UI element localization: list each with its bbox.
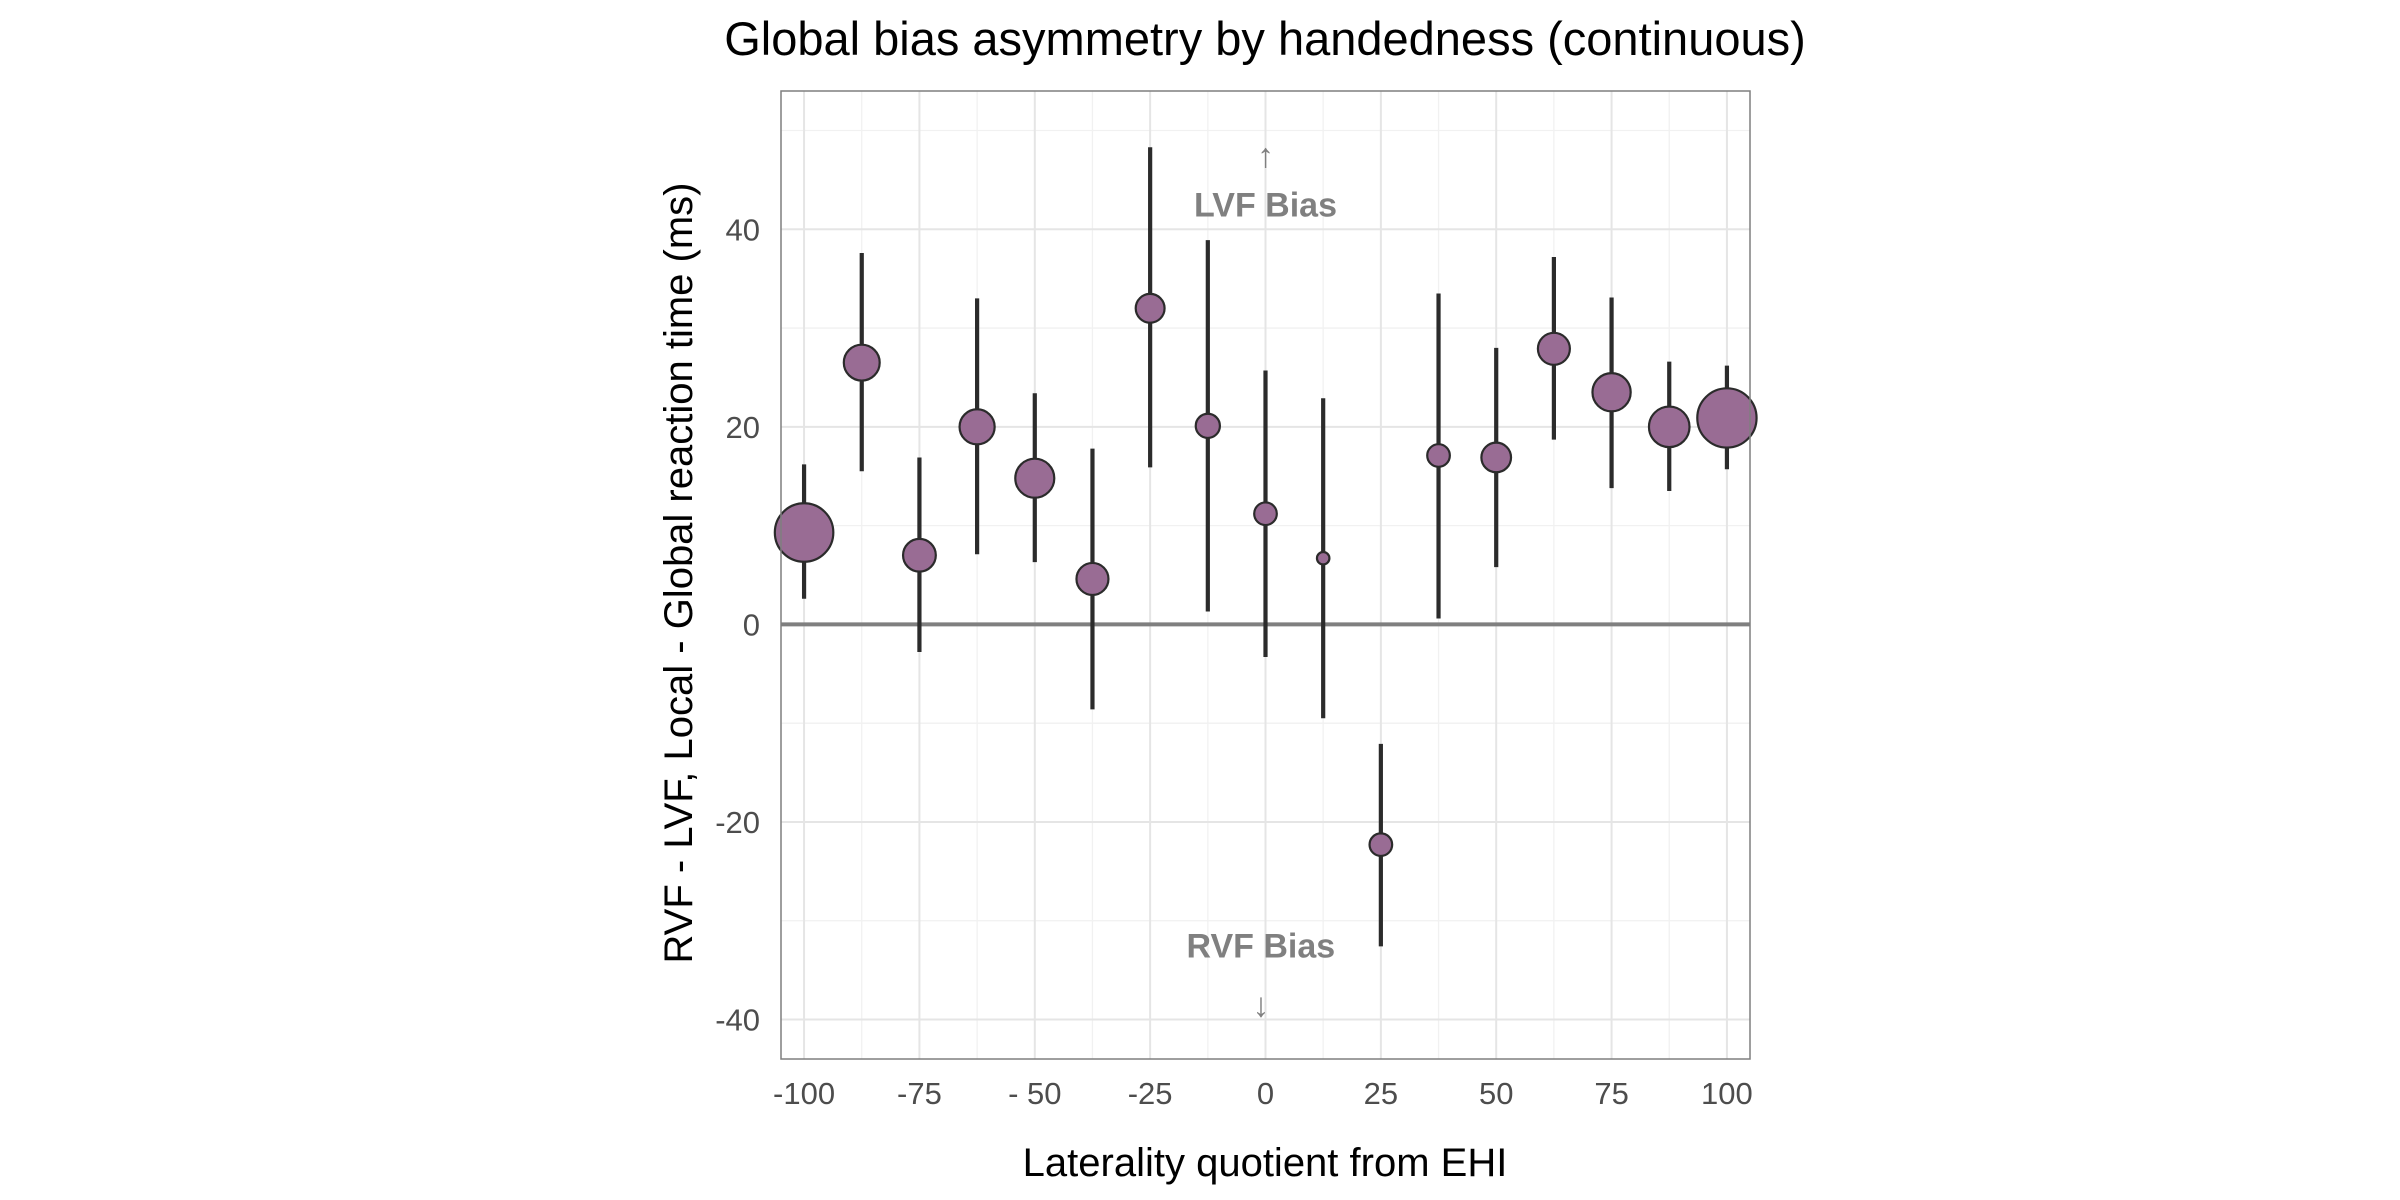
annotation-arrow: ↑ [1257,137,1274,175]
data-point [1368,832,1394,858]
data-point [958,408,996,446]
data-point [1134,292,1166,324]
x-tick-label: -25 [1128,1076,1173,1111]
y-axis-tick-labels: -40 -20 0 20 40 [715,212,760,1037]
data-points [773,292,1758,858]
y-tick-label: 20 [726,410,760,445]
plot-panel-border [780,90,1751,1060]
x-axis-title: Laterality quotient from EHI [1023,1141,1508,1185]
y-tick-label: 0 [743,607,760,642]
data-point [1075,561,1110,597]
y-tick-label: 40 [726,212,760,247]
x-tick-label: - 50 [1008,1076,1061,1111]
x-tick-label: 100 [1701,1076,1753,1111]
data-point [1315,550,1331,566]
data-point [1536,331,1571,366]
y-tick-label: -20 [715,805,760,840]
data-point [901,537,937,573]
data-point [1696,387,1758,449]
annotation-label: RVF Bias [1187,927,1336,965]
data-point [1480,441,1513,474]
data-point [1253,501,1278,527]
chart-title: Global bias asymmetry by handedness (con… [724,12,1806,65]
y-axis-title: RVF - LVF, Local - Global reaction time … [657,183,701,964]
data-point [1591,372,1632,413]
data-point [1194,412,1222,440]
x-tick-label: 75 [1594,1076,1628,1111]
data-point [1014,457,1056,499]
y-tick-label: -40 [715,1002,760,1037]
x-axis-tick-labels: -100 -75 - 50 -25 0 25 50 75 100 [773,1076,1753,1111]
x-tick-label: 0 [1257,1076,1274,1111]
annotation-label: LVF Bias [1194,187,1337,225]
x-tick-label: -100 [773,1076,835,1111]
x-tick-label: 50 [1479,1076,1513,1111]
data-point [1647,405,1691,449]
data-point [1426,443,1451,468]
bias-annotations: LVF Bias ↑ RVF Bias ↓ [1187,137,1337,1024]
x-tick-label: -75 [897,1076,942,1111]
annotation-arrow: ↓ [1252,987,1269,1025]
data-point [773,502,835,563]
data-point [842,343,881,382]
x-tick-label: 25 [1364,1076,1398,1111]
